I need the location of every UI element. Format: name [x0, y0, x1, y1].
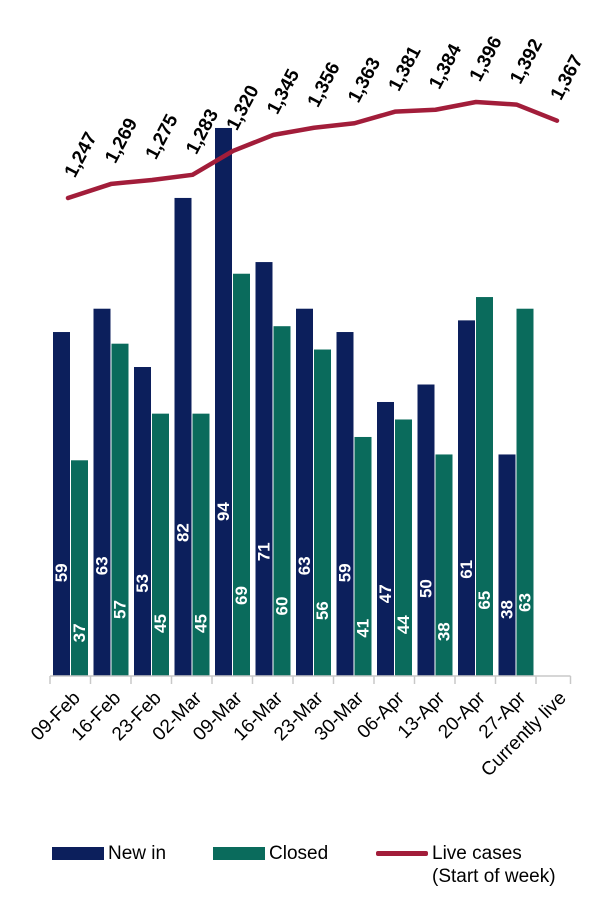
bar-closed-23-mar: [314, 349, 331, 676]
bar-closed-06-apr: [395, 419, 412, 676]
bar-label-closed-27-apr: 63: [516, 593, 535, 612]
legend-swatch-closed: [213, 847, 265, 860]
bar-closed-13-apr: [435, 454, 453, 676]
bar-label-new-in-06-apr: 47: [376, 584, 395, 603]
bar-new-in-30-mar: [336, 332, 354, 676]
bar-label-closed-20-apr: 65: [475, 591, 494, 610]
line-label-currently-live: 1,367: [547, 52, 588, 104]
bar-label-new-in-16-feb: 63: [93, 556, 112, 575]
bar-label-new-in-09-mar: 94: [214, 502, 233, 521]
bar-label-new-in-23-feb: 53: [133, 574, 152, 593]
bar-closed-20-apr: [476, 297, 493, 676]
legend-item-closed: Closed: [213, 842, 328, 865]
line-live-cases: [65, 99, 560, 201]
bar-new-in-02-mar: [174, 197, 192, 676]
legend-label-live-cases: Live cases (Start of week): [432, 842, 556, 888]
bar-label-new-in-27-apr: 38: [498, 600, 517, 619]
x-axis: 09-Feb16-Feb23-Feb02-Mar09-Mar16-Mar23-M…: [27, 675, 572, 781]
legend: New in Closed Live cases (Start of week): [0, 842, 597, 898]
legend-label-live-cases-line2: (Start of week): [432, 866, 556, 887]
bar-closed-09-feb: [71, 460, 88, 676]
legend-label-new-in: New in: [108, 843, 167, 864]
line-label-30-mar: 1,363: [344, 54, 385, 106]
bar-label-new-in-09-feb: 59: [52, 563, 71, 582]
bar-closed-16-feb: [111, 343, 129, 676]
bar-label-closed-16-feb: 57: [111, 600, 130, 619]
bar-labels-group: 5937635753458245946971606356594147445038…: [52, 502, 535, 643]
bar-label-closed-30-mar: 41: [354, 619, 373, 638]
legend-swatch-new-in: [52, 847, 104, 860]
bar-label-closed-23-feb: 45: [151, 614, 170, 633]
bar-closed-09-mar: [233, 273, 250, 676]
bar-new-in-23-mar: [296, 308, 313, 676]
line-label-27-apr: 1,392: [506, 36, 547, 88]
bar-closed-16-mar: [273, 326, 291, 676]
line-label-16-mar: 1,345: [263, 66, 304, 118]
bar-new-in-06-apr: [377, 401, 394, 676]
legend-swatch-live-cases: [376, 851, 428, 856]
bar-label-new-in-02-mar: 82: [174, 523, 193, 542]
bar-closed-23-feb: [152, 413, 169, 676]
bar-new-in-27-apr: [498, 454, 516, 676]
legend-label-live-cases-line1: Live cases: [432, 843, 522, 864]
bar-label-new-in-16-mar: 71: [255, 542, 274, 561]
bar-label-new-in-23-mar: 63: [295, 556, 314, 575]
legend-item-new-in: New in: [52, 842, 166, 865]
bar-new-in-16-feb: [93, 308, 111, 676]
bar-closed-30-mar: [354, 436, 372, 676]
bar-new-in-20-apr: [458, 320, 475, 676]
legend-item-live-cases: Live cases (Start of week): [376, 842, 556, 888]
line-label-23-mar: 1,356: [304, 59, 345, 111]
bar-label-closed-02-mar: 45: [192, 614, 211, 633]
chart: 5937635753458245946971606356594147445038…: [27, 33, 588, 781]
bar-label-closed-16-mar: 60: [273, 597, 292, 616]
bar-label-closed-23-mar: 56: [313, 601, 332, 620]
line-label-16-feb: 1,269: [101, 115, 142, 167]
bar-closed-27-apr: [516, 308, 534, 676]
line-label-06-apr: 1,381: [385, 42, 426, 94]
bar-label-closed-13-apr: 38: [435, 622, 454, 641]
bar-label-closed-09-mar: 69: [232, 586, 251, 605]
bar-label-new-in-20-apr: 61: [457, 560, 476, 579]
bar-label-closed-09-feb: 37: [70, 623, 89, 642]
bar-new-in-13-apr: [417, 384, 435, 676]
line-labels-group: 1,247 1,269 1,275 1,283 1,320 1,345 1,356 1,363…: [61, 33, 588, 181]
bar-label-new-in-13-apr: 50: [417, 579, 436, 598]
line-label-20-apr: 1,396: [466, 33, 507, 85]
legend-label-closed: Closed: [269, 843, 329, 864]
bar-label-closed-06-apr: 44: [394, 615, 413, 634]
line-label-09-feb: 1,247: [61, 129, 102, 181]
bar-new-in-09-feb: [53, 332, 70, 676]
line-label-13-apr: 1,384: [425, 40, 466, 92]
bar-new-in-09-mar: [215, 127, 232, 677]
bar-label-new-in-30-mar: 59: [336, 563, 355, 582]
bars-group: [53, 127, 534, 677]
bar-new-in-16-mar: [255, 262, 273, 676]
line-label-23-feb: 1,275: [142, 111, 183, 163]
bar-new-in-23-feb: [134, 367, 151, 676]
line-label-09-mar: 1,320: [223, 82, 264, 134]
line-group: [65, 99, 560, 201]
bar-closed-02-mar: [192, 413, 210, 676]
